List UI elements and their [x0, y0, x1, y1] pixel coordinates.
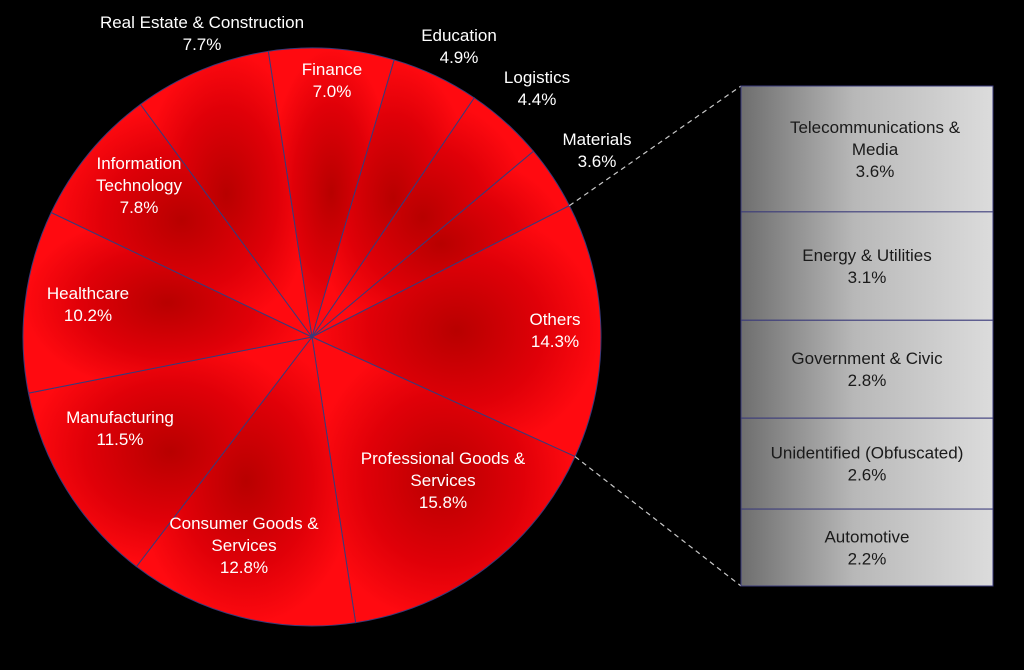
pie-value-education: 4.9% [440, 48, 479, 67]
connector-lines [569, 85, 742, 587]
pie-slice-information-technology [50, 103, 313, 338]
pie-value-consumer-goods-and-services: 12.8% [220, 558, 268, 577]
pie-value-healthcare: 10.2% [64, 306, 112, 325]
pie-value-professional-goods-and-services: 15.8% [419, 493, 467, 512]
pie-slice-consumer-goods-and-services [135, 335, 357, 627]
pie-label-education: Education 4.9% [421, 26, 497, 67]
pie-value-materials: 3.6% [578, 152, 617, 171]
pie-label-information-technology: Information Technology 7.8% [96, 154, 183, 217]
bar-value-unidentified-obfuscated: 2.6% [848, 466, 887, 485]
pie-label-consumer-goods-and-services: Consumer Goods & Services 12.8% [169, 514, 319, 577]
bar-value-government-and-civic: 2.8% [848, 371, 887, 390]
pie-value-finance: 7.0% [313, 82, 352, 101]
pie-slice-logistics [311, 97, 535, 338]
pie-value-others: 14.3% [531, 332, 579, 351]
bar-label-energy-and-utilities: Energy & Utilities 3.1% [802, 246, 931, 287]
pie-slice-professional-goods-and-services [311, 336, 576, 624]
pie-value-information-technology: 7.8% [120, 198, 159, 217]
pie-label-materials: Materials 3.6% [563, 130, 632, 171]
pie-label-others: Others 14.3% [529, 310, 580, 351]
bar-label-unidentified-obfuscated: Unidentified (Obfuscated) 2.6% [771, 444, 964, 485]
pie-slice-manufacturing [27, 336, 314, 568]
pie-label-finance: Finance 7.0% [302, 60, 362, 101]
pie-value-logistics: 4.4% [518, 90, 557, 109]
pie-value-real-estate-and-construction: 7.7% [183, 35, 222, 54]
pie-slice-finance [267, 47, 395, 338]
bar-label-automotive: Automotive 2.2% [824, 528, 909, 569]
bar-segment-energy-and-utilities [740, 211, 994, 321]
pie-slice-healthcare [22, 211, 314, 394]
pie-value-manufacturing: 11.5% [97, 430, 144, 449]
pie-label-professional-goods-and-services: Professional Goods & Services 15.8% [361, 449, 526, 512]
pie-slice-real-estate-and-construction [139, 50, 313, 338]
connector-line-bottom [574, 456, 742, 587]
connector-line-top [569, 85, 742, 207]
bar-segment-telecommunications-and-media [740, 85, 994, 213]
bar-value-energy-and-utilities: 3.1% [848, 268, 887, 287]
bar-segment-unidentified-obfuscated [740, 417, 994, 510]
pie [22, 47, 602, 627]
bar-value-telecommunications-and-media: 3.6% [856, 162, 895, 181]
bar-segment-government-and-civic [740, 319, 994, 419]
pie-label-logistics: Logistics 4.4% [504, 68, 570, 109]
pie-label-real-estate-and-construction: Real Estate & Construction 7.7% [100, 13, 304, 54]
bar-segment-automotive [740, 508, 994, 587]
bar-label-government-and-civic: Government & Civic 2.8% [791, 349, 943, 390]
labels: Materials 3.6% Others 14.3% Professional Goo… [47, 13, 964, 577]
others-breakdown-bar [740, 85, 994, 587]
bar-label-telecommunications-and-media: Telecommunications & Media 3.6% [790, 118, 961, 181]
pie-label-manufacturing: Manufacturing 11.5% [66, 408, 174, 449]
pie-label-healthcare: Healthcare 10.2% [47, 284, 129, 325]
bar-value-automotive: 2.2% [848, 550, 887, 569]
pie-slice-others [310, 204, 602, 458]
